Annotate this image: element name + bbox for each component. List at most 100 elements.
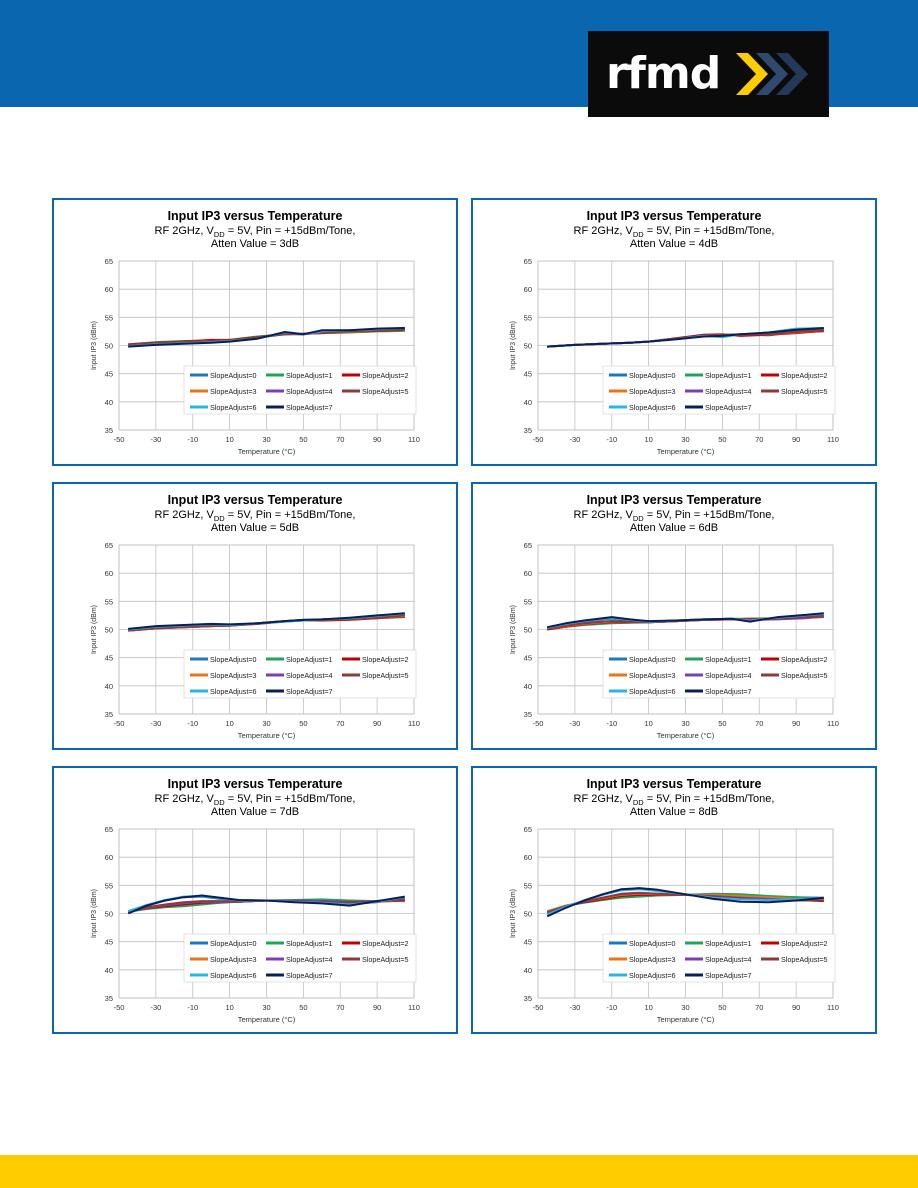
x-axis-label: Temperature (°C) [657, 1015, 715, 1024]
x-tick-label: 110 [827, 1003, 839, 1012]
y-tick-label: 60 [524, 569, 532, 578]
chart-subtitle-part: DD [214, 230, 225, 239]
chart-title: Input IP3 versus Temperature [168, 209, 343, 223]
x-tick-label: -10 [606, 719, 617, 728]
y-axis-label: Input IP3 (dBm) [510, 605, 517, 654]
legend-entry: SlopeAdjust=1 [286, 655, 333, 664]
x-tick-label: -50 [533, 719, 544, 728]
legend: SlopeAdjust=0 SlopeAdjust=1 SlopeAdjust=2 S… [183, 933, 417, 983]
x-tick-label: -30 [569, 435, 580, 444]
x-axis-label: Temperature (°C) [238, 447, 296, 456]
legend-entry: SlopeAdjust=6 [210, 403, 257, 412]
legend-entry: SlopeAdjust=0 [629, 371, 676, 380]
x-tick-label: 110 [408, 1003, 420, 1012]
series-line [547, 327, 824, 348]
y-tick-label: 50 [524, 910, 532, 919]
y-tick-label: 45 [524, 370, 532, 379]
legend-entry: SlopeAdjust=1 [705, 655, 752, 664]
y-tick-label: 65 [524, 541, 532, 550]
series-line [128, 612, 405, 630]
chart-title: Input IP3 versus Temperature [168, 493, 343, 507]
x-tick-label: 30 [681, 435, 689, 444]
legend-box [183, 649, 417, 699]
y-tick-label: 50 [105, 342, 113, 351]
chart-subtitle-2: Atten Value = 5dB [211, 522, 299, 534]
x-axis-label: Temperature (°C) [238, 1015, 296, 1024]
y-tick-label: 55 [524, 881, 532, 890]
y-tick-label: 50 [105, 910, 113, 919]
x-tick-label: 70 [755, 1003, 763, 1012]
chart-subtitle-part: RF 2GHz, V [574, 225, 634, 237]
legend-entry: SlopeAdjust=7 [705, 403, 752, 412]
x-tick-label: 70 [755, 435, 763, 444]
x-tick-label: -10 [187, 1003, 198, 1012]
series-line [546, 612, 824, 629]
legend-entry: SlopeAdjust=3 [629, 955, 676, 964]
x-tick-label: -30 [150, 719, 161, 728]
legend-entry: SlopeAdjust=6 [629, 403, 676, 412]
legend-entry: SlopeAdjust=7 [286, 403, 333, 412]
legend: SlopeAdjust=0 SlopeAdjust=1 SlopeAdjust=2 S… [602, 933, 836, 983]
series-line [127, 894, 405, 915]
chart-panel-3db: Input IP3 versus Temperature RF 2GHz, VDD… [52, 198, 458, 466]
legend-entry: SlopeAdjust=4 [286, 387, 333, 396]
y-tick-label: 40 [524, 398, 532, 407]
chart-subtitle-part: = 5V, Pin = +15dBm/Tone, [644, 225, 775, 237]
chart-subtitle-part: DD [633, 230, 644, 239]
chart-title: Input IP3 versus Temperature [168, 777, 343, 791]
chart-subtitle-part: = 5V, Pin = +15dBm/Tone, [225, 509, 356, 521]
y-axis-label: Input IP3 (dBm) [91, 321, 98, 370]
x-tick-label: 90 [373, 1003, 381, 1012]
x-axis-label: Temperature (°C) [657, 731, 715, 740]
chart-svg: Input IP3 versus Temperature RF 2GHz, VDD… [510, 777, 839, 1024]
series-line [546, 887, 824, 918]
legend-entry: SlopeAdjust=6 [210, 687, 257, 696]
x-tick-label: 70 [336, 1003, 344, 1012]
chart-subtitle-2: Atten Value = 6dB [630, 522, 718, 534]
chart-panel-8db: Input IP3 versus Temperature RF 2GHz, VDD… [471, 766, 877, 1034]
legend-entry: SlopeAdjust=4 [286, 671, 333, 680]
y-tick-label: 45 [105, 654, 113, 663]
x-tick-label: -30 [150, 435, 161, 444]
legend-box [602, 365, 836, 415]
x-tick-label: 10 [644, 435, 652, 444]
x-tick-label: -10 [606, 435, 617, 444]
x-tick-label: -50 [114, 435, 125, 444]
legend-box [602, 933, 836, 983]
legend: SlopeAdjust=0 SlopeAdjust=1 SlopeAdjust=2 S… [602, 649, 836, 699]
legend-entry: SlopeAdjust=2 [781, 655, 828, 664]
legend-entry: SlopeAdjust=0 [629, 939, 676, 948]
x-tick-label: 110 [408, 719, 420, 728]
series-line [127, 898, 405, 913]
y-axis-label: Input IP3 (dBm) [91, 889, 98, 938]
chart-subtitle-part: RF 2GHz, V [155, 225, 215, 237]
chart-subtitle-2: Atten Value = 8dB [630, 806, 718, 818]
y-tick-label: 65 [105, 825, 113, 834]
chart-subtitle-part: = 5V, Pin = +15dBm/Tone, [225, 793, 356, 805]
legend-entry: SlopeAdjust=2 [362, 939, 409, 948]
chart-panel-4db: Input IP3 versus Temperature RF 2GHz, VDD… [471, 198, 877, 466]
x-tick-label: -50 [533, 435, 544, 444]
legend-entry: SlopeAdjust=5 [781, 387, 828, 396]
y-tick-label: 55 [524, 313, 532, 322]
legend-entry: SlopeAdjust=7 [286, 971, 333, 980]
chart-title: Input IP3 versus Temperature [587, 777, 762, 791]
x-tick-label: -30 [150, 1003, 161, 1012]
x-axis-label: Temperature (°C) [657, 447, 715, 456]
x-tick-label: 10 [225, 719, 233, 728]
legend-entry: SlopeAdjust=6 [210, 971, 257, 980]
y-tick-label: 45 [105, 370, 113, 379]
chart-svg: Input IP3 versus Temperature RF 2GHz, VDD… [510, 209, 839, 456]
chart-subtitle-part: RF 2GHz, V [574, 793, 634, 805]
chart-title: Input IP3 versus Temperature [587, 209, 762, 223]
y-tick-label: 60 [524, 853, 532, 862]
legend-entry: SlopeAdjust=7 [286, 687, 333, 696]
x-tick-label: 70 [336, 719, 344, 728]
chart-subtitle-part: RF 2GHz, V [155, 793, 215, 805]
y-tick-label: 40 [105, 966, 113, 975]
y-tick-label: 35 [105, 426, 113, 435]
x-tick-label: 50 [299, 435, 307, 444]
x-tick-label: 90 [792, 435, 800, 444]
chart-subtitle: RF 2GHz, VDD = 5V, Pin = +15dBm/Tone, [155, 225, 356, 239]
chart-subtitle: RF 2GHz, VDD = 5V, Pin = +15dBm/Tone, [574, 225, 775, 239]
